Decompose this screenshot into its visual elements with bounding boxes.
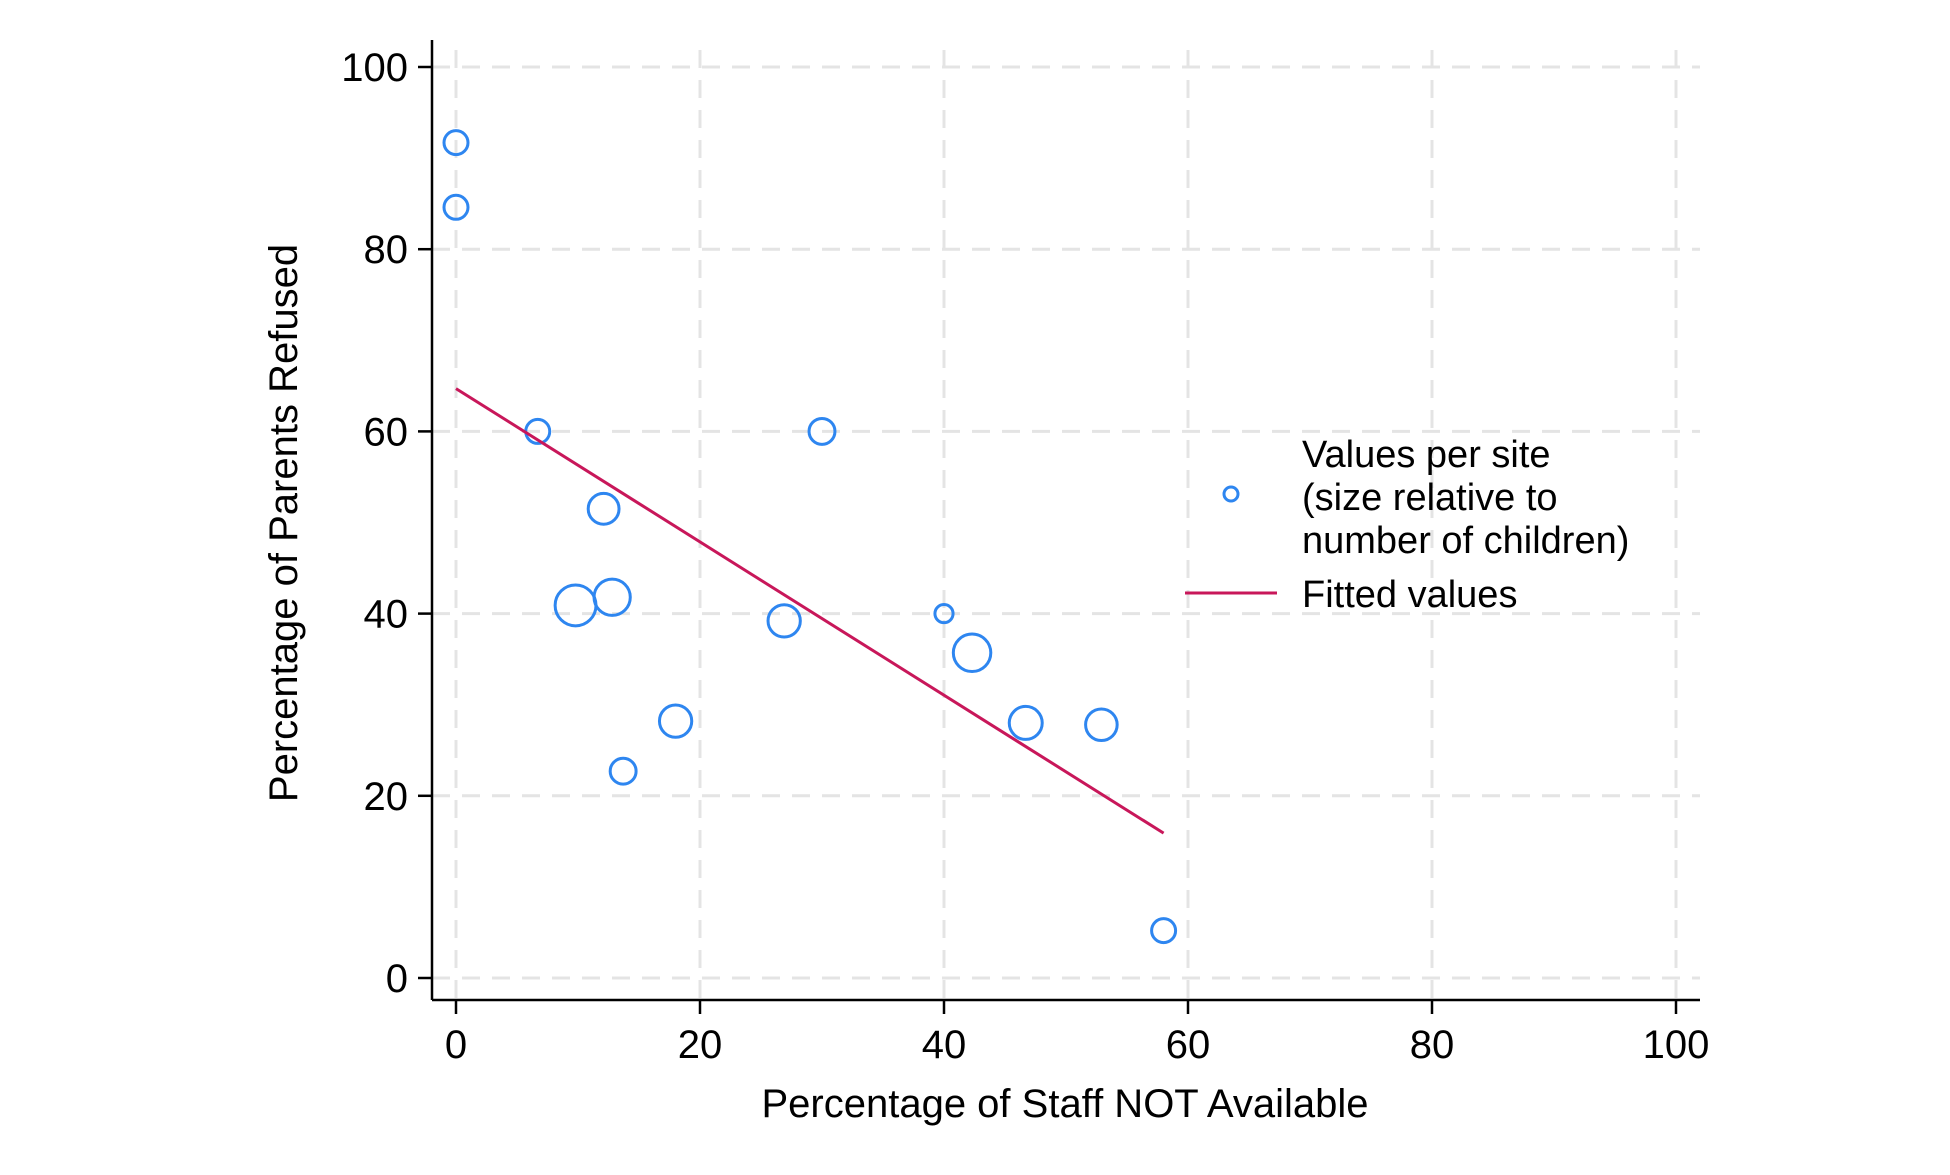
legend-scatter-label-line-3: number of children) [1302,520,1629,562]
x-tick-label: 40 [922,1023,967,1067]
tick-marks: 0 20 40 60 80 100 0 20 40 60 80 100 [341,46,1709,1067]
scatter-point [933,603,955,625]
scatter-point [1007,704,1044,741]
x-axis-title: Percentage of Staff NOT Available [761,1082,1368,1126]
scatter-point [657,703,694,739]
y-tick-label: 60 [364,410,409,454]
scatter-point [951,632,993,674]
plot-area [442,129,1178,945]
fitted-line [455,387,1165,835]
scatter-point [608,756,638,786]
scatter-point [1084,707,1119,743]
y-axis-title: Percentage of Parents Refused [262,244,306,802]
x-tick-label: 60 [1166,1023,1211,1067]
scatter-point [592,577,632,617]
scatter-point [442,129,470,157]
scatter-point [586,491,621,526]
y-tick-label: 0 [386,957,408,1001]
scatter-point [442,193,470,221]
grid-lines [432,50,1700,1000]
scatter-point [766,603,802,639]
legend-line-label: Fitted values [1302,574,1517,616]
scatter-point [807,416,837,446]
x-tick-label: 80 [1410,1023,1455,1067]
x-tick-label: 20 [678,1023,723,1067]
y-tick-label: 40 [364,593,409,637]
legend-scatter-label-line-1: Values per site [1302,434,1551,476]
x-tick-label: 0 [445,1023,467,1067]
scatter-point [1150,917,1178,945]
x-tick-label: 100 [1643,1023,1710,1067]
legend: Values per site (size relative to number… [1185,434,1629,616]
legend-scatter-label-line-2: (size relative to [1302,477,1558,519]
scatter-point [553,583,598,628]
y-tick-label: 100 [341,46,408,90]
legend-marker-circle [1222,485,1240,503]
y-tick-label: 80 [364,228,409,272]
y-tick-label: 20 [364,775,409,819]
axes [430,40,1700,1002]
